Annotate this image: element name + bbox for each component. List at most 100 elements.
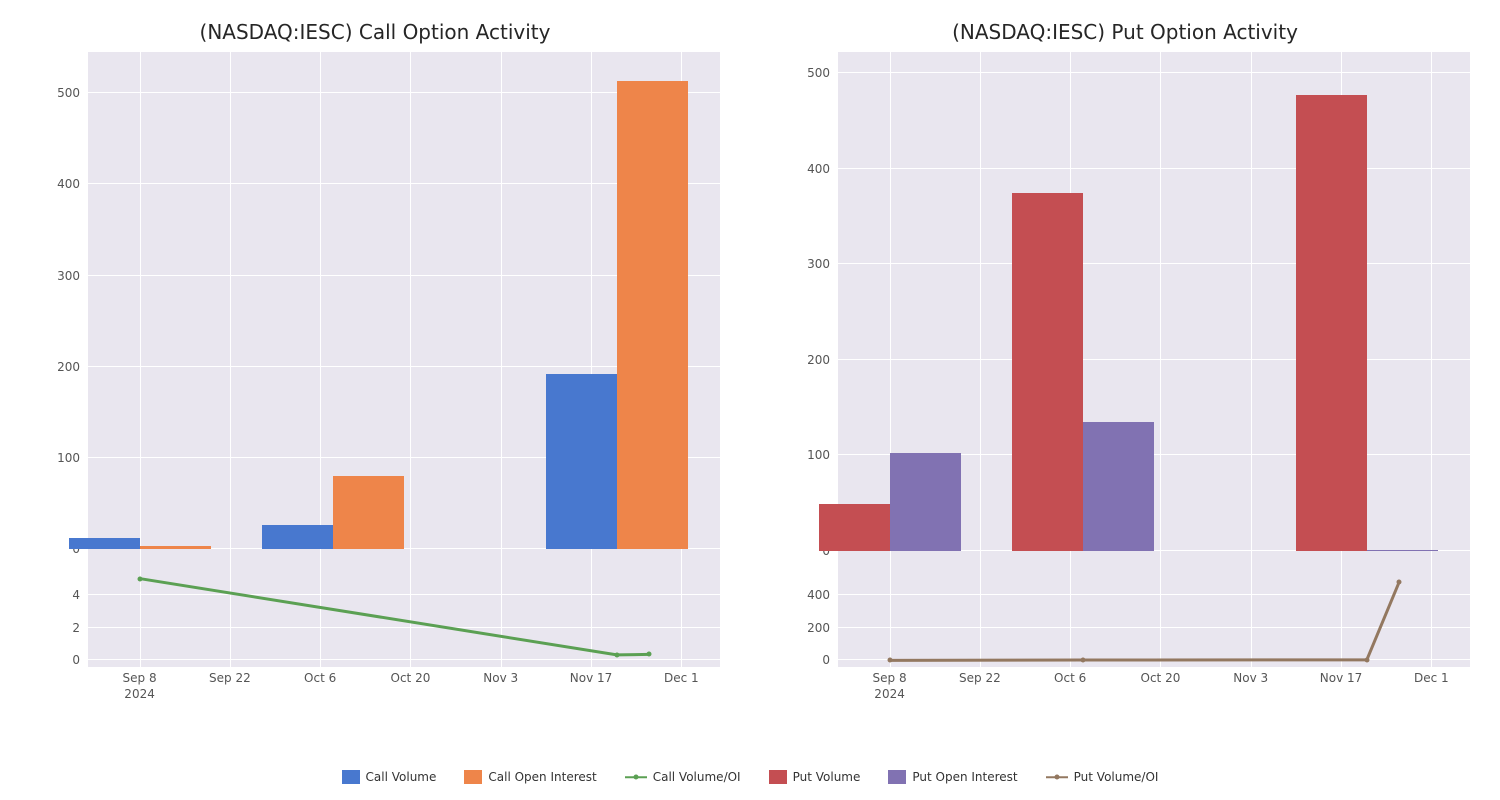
left-title: (NASDAQ:IESC) Call Option Activity xyxy=(30,20,720,44)
call_volume_oi-marker xyxy=(647,652,652,657)
ytick-label: 300 xyxy=(807,257,830,271)
put_volume_oi-marker xyxy=(1081,658,1086,663)
xtick-label: Oct 6 xyxy=(304,671,336,685)
put_volume_oi-marker xyxy=(887,658,892,663)
xtick-label: Nov 17 xyxy=(570,671,613,685)
call_volume_oi-line xyxy=(88,572,720,667)
xtick-label: Oct 6 xyxy=(1054,671,1086,685)
ytick-label: 400 xyxy=(807,162,830,176)
gridline-vertical xyxy=(980,52,981,572)
xtick-label: Oct 20 xyxy=(1141,671,1181,685)
legend-label: Call Volume xyxy=(366,770,437,784)
put_volume_oi-marker xyxy=(1397,580,1402,585)
legend-item: Call Volume xyxy=(342,770,437,784)
left-bottom-yaxis: 0 2 4 xyxy=(30,572,88,667)
legend-label: Put Open Interest xyxy=(912,770,1017,784)
legend-swatch xyxy=(769,770,787,784)
xtick-label: Sep 22 xyxy=(209,671,251,685)
xtick-label: Nov 3 xyxy=(483,671,518,685)
ytick-label: 500 xyxy=(57,86,80,100)
put_volume-bar xyxy=(1012,193,1083,551)
call_open_interest-bar xyxy=(617,81,688,549)
legend-swatch xyxy=(888,770,906,784)
put_volume-bar xyxy=(1296,95,1367,551)
right-top-plot: 0100200300400500 xyxy=(780,52,1470,572)
legend-line-icon xyxy=(1046,770,1068,784)
ytick-label: 200 xyxy=(807,621,830,635)
xtick-label: Sep 22 xyxy=(959,671,1001,685)
right-panel: (NASDAQ:IESC) Put Option Activity 010020… xyxy=(750,0,1500,762)
ytick-label: 300 xyxy=(57,269,80,283)
left-top-yaxis: 0100200300400500 xyxy=(30,52,88,572)
gridline-vertical xyxy=(410,52,411,572)
put_open_interest-bar xyxy=(890,453,961,551)
ytick-label: 2 xyxy=(72,621,80,635)
put_open_interest-bar xyxy=(1083,422,1154,551)
gridline-vertical xyxy=(1251,52,1252,572)
xtick-year-label: 2024 xyxy=(124,687,155,701)
legend-item: Put Volume xyxy=(769,770,861,784)
legend: Call Volume Call Open Interest Call Volume… xyxy=(0,762,1500,800)
legend-label: Put Volume/OI xyxy=(1074,770,1159,784)
xtick-label: Dec 1 xyxy=(1414,671,1449,685)
legend-line-icon xyxy=(625,770,647,784)
gridline-horizontal xyxy=(838,263,1470,264)
call_volume_oi-marker xyxy=(137,576,142,581)
gridline-vertical xyxy=(501,52,502,572)
right-top-yaxis: 0100200300400500 xyxy=(780,52,838,572)
figure: (NASDAQ:IESC) Call Option Activity 0 100 2… xyxy=(0,0,1500,800)
right-xaxis: Sep 8 Sep 22 Oct 6 Oct 20 Nov 3 Nov 17 Dec 1 20… xyxy=(838,667,1470,712)
right-bottom-yaxis: 0 200 400 xyxy=(780,572,838,667)
gridline-vertical xyxy=(140,52,141,572)
gridline-horizontal xyxy=(838,72,1470,73)
left-top-plot: 0100200300400500 xyxy=(30,52,720,572)
ytick-label: 200 xyxy=(57,360,80,374)
ytick-label: 500 xyxy=(807,66,830,80)
legend-label: Call Volume/OI xyxy=(653,770,741,784)
legend-item: Put Volume/OI xyxy=(1046,770,1159,784)
gridline-horizontal xyxy=(838,359,1470,360)
left-bottom-plot-area xyxy=(88,572,720,667)
ytick-label: 0 xyxy=(822,653,830,667)
xtick-label: Sep 8 xyxy=(873,671,907,685)
ytick-label: 200 xyxy=(807,353,830,367)
left-top-plot-area xyxy=(88,52,720,572)
legend-swatch xyxy=(464,770,482,784)
put_volume_oi-line xyxy=(838,572,1470,667)
call_open_interest-bar xyxy=(140,546,211,550)
ytick-label: 100 xyxy=(57,451,80,465)
gridline-vertical xyxy=(230,52,231,572)
xtick-label: Sep 8 xyxy=(123,671,157,685)
right-title: (NASDAQ:IESC) Put Option Activity xyxy=(780,20,1470,44)
call_volume_oi-marker xyxy=(614,652,619,657)
left-bottom-plot: 0 2 4 xyxy=(30,572,720,667)
right-bottom-plot-area xyxy=(838,572,1470,667)
ytick-label: 4 xyxy=(72,588,80,602)
call_volume-bar xyxy=(262,525,333,550)
xtick-label: Nov 3 xyxy=(1233,671,1268,685)
legend-label: Call Open Interest xyxy=(488,770,596,784)
put_open_interest-bar xyxy=(1367,550,1438,551)
ytick-label: 400 xyxy=(807,588,830,602)
call_volume-bar xyxy=(69,538,140,549)
xtick-label: Dec 1 xyxy=(664,671,699,685)
legend-item: Put Open Interest xyxy=(888,770,1017,784)
legend-item: Call Open Interest xyxy=(464,770,596,784)
call_volume-bar xyxy=(546,374,617,549)
put_volume-bar xyxy=(819,504,890,551)
xtick-year-label: 2024 xyxy=(874,687,905,701)
xtick-label: Nov 17 xyxy=(1320,671,1363,685)
put_volume_oi-marker xyxy=(1364,657,1369,662)
gridline-vertical xyxy=(1431,52,1432,572)
legend-swatch xyxy=(342,770,360,784)
left-panel: (NASDAQ:IESC) Call Option Activity 0 100 2… xyxy=(0,0,750,762)
gridline-horizontal xyxy=(838,168,1470,169)
legend-item: Call Volume/OI xyxy=(625,770,741,784)
right-top-plot-area xyxy=(838,52,1470,572)
ytick-label: 400 xyxy=(57,177,80,191)
legend-label: Put Volume xyxy=(793,770,861,784)
call_open_interest-bar xyxy=(333,476,404,549)
right-bottom-plot: 0 200 400 xyxy=(780,572,1470,667)
left-xaxis: Sep 8Sep 22Oct 6Oct 20Nov 3Nov 17Dec 120… xyxy=(88,667,720,712)
ytick-label: 0 xyxy=(72,653,80,667)
